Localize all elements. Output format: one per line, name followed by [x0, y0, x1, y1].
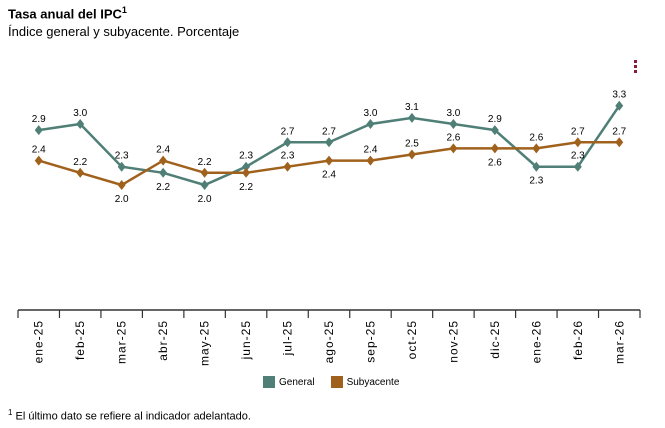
- data-point-marker: [283, 161, 292, 172]
- data-label: 2.6: [529, 132, 543, 143]
- data-point-marker: [325, 155, 333, 166]
- data-point-marker: [159, 167, 168, 178]
- data-point-marker: [325, 137, 333, 148]
- title-footnote-mark: 1: [121, 5, 127, 15]
- x-tick-label: mar-26: [612, 320, 626, 364]
- x-tick-label: sep-25: [363, 320, 377, 363]
- data-label: 2.2: [198, 157, 212, 168]
- footnote-text: El último dato se refiere al indicador a…: [15, 410, 251, 423]
- data-label: 3.0: [364, 108, 378, 119]
- data-point-marker: [449, 143, 458, 154]
- data-label: 2.2: [156, 182, 170, 193]
- legend-swatch-subyacente: [330, 376, 343, 388]
- data-label: 3.3: [612, 90, 626, 101]
- data-point-marker: [159, 155, 168, 166]
- legend-item-general[interactable]: General: [263, 376, 315, 388]
- data-label: 2.9: [488, 114, 502, 125]
- data-label: 2.7: [281, 126, 295, 137]
- legend-label: Subyacente: [346, 376, 400, 388]
- data-label: 2.5: [405, 139, 419, 150]
- data-point-marker: [366, 155, 375, 166]
- data-point-marker: [490, 143, 499, 154]
- x-tick-label: jul-25: [281, 320, 295, 356]
- data-point-marker: [532, 161, 541, 172]
- x-tick-label: abr-25: [156, 320, 170, 361]
- data-label: 2.3: [529, 176, 543, 187]
- data-point-marker: [615, 100, 624, 111]
- x-tick-label: ene-25: [32, 320, 46, 363]
- data-point-marker: [117, 180, 126, 190]
- data-label: 2.3: [115, 151, 129, 162]
- chart-menu-icon[interactable]: [633, 60, 639, 74]
- x-tick-label: may-25: [198, 320, 212, 366]
- chart-title: Tasa anual del IPC1: [8, 5, 127, 21]
- data-label: 2.4: [364, 145, 378, 156]
- data-label: 3.1: [405, 102, 419, 113]
- data-point-marker: [449, 119, 458, 129]
- data-label: 2.7: [571, 126, 585, 137]
- legend-item-subyacente[interactable]: Subyacente: [330, 376, 400, 388]
- x-tick-label: nov-25: [446, 320, 460, 363]
- data-point-marker: [200, 167, 209, 178]
- data-label: 2.4: [322, 170, 336, 181]
- x-tick-label: jun-25: [239, 320, 253, 360]
- legend-label: General: [279, 376, 315, 388]
- data-point-marker: [615, 137, 624, 148]
- data-point-marker: [76, 119, 85, 129]
- x-tick-label: ene-26: [529, 320, 543, 363]
- data-point-marker: [573, 161, 582, 172]
- x-tick-label: mar-25: [115, 320, 129, 364]
- data-label: 2.0: [115, 194, 129, 205]
- data-label: 2.2: [239, 182, 253, 193]
- footnote-mark: 1: [8, 408, 13, 417]
- data-label: 3.0: [73, 108, 87, 119]
- data-label: 2.6: [446, 132, 460, 143]
- data-label: 2.3: [571, 151, 585, 162]
- data-label: 2.7: [322, 126, 336, 137]
- data-point-marker: [34, 125, 43, 136]
- data-point-marker: [407, 149, 416, 160]
- x-tick-label: feb-26: [571, 320, 585, 360]
- chart-subtitle: Índice general y subyacente. Porcentaje: [8, 24, 240, 39]
- x-tick-label: oct-25: [405, 320, 419, 359]
- data-label: 3.0: [446, 108, 460, 119]
- data-label: 2.0: [198, 194, 212, 205]
- data-point-marker: [366, 119, 375, 129]
- data-label: 2.3: [239, 151, 253, 162]
- x-tick-label: ago-25: [322, 320, 336, 363]
- legend-swatch-general: [263, 376, 275, 388]
- plot-area: ene-25 feb-25 mar-25 abr-25 may-25 jun-25 jul-…: [17, 90, 641, 366]
- footnote: 1 El último dato se refiere al indicador…: [8, 408, 251, 423]
- data-point-marker: [532, 143, 541, 154]
- data-label: 2.6: [488, 157, 502, 168]
- data-point-marker: [490, 125, 499, 136]
- data-point-marker: [34, 155, 43, 166]
- x-tick-label: feb-25: [73, 320, 87, 360]
- data-label: 2.4: [32, 145, 46, 156]
- data-label: 2.3: [281, 151, 295, 162]
- data-point-marker: [573, 137, 582, 148]
- data-point-marker: [117, 161, 126, 172]
- title-text: Tasa anual del IPC: [8, 6, 122, 22]
- data-label: 2.4: [156, 145, 170, 156]
- legend: General Subyacente: [263, 376, 399, 388]
- x-tick-label: dic-25: [488, 320, 502, 359]
- data-point-marker: [76, 167, 85, 178]
- data-point-marker: [283, 137, 292, 148]
- data-label: 2.2: [73, 157, 87, 168]
- data-point-marker: [242, 167, 251, 178]
- data-label: 2.9: [32, 114, 46, 125]
- data-label: 2.7: [612, 126, 626, 137]
- data-point-marker: [242, 161, 251, 172]
- data-point-marker: [407, 112, 416, 123]
- data-point-marker: [200, 180, 209, 190]
